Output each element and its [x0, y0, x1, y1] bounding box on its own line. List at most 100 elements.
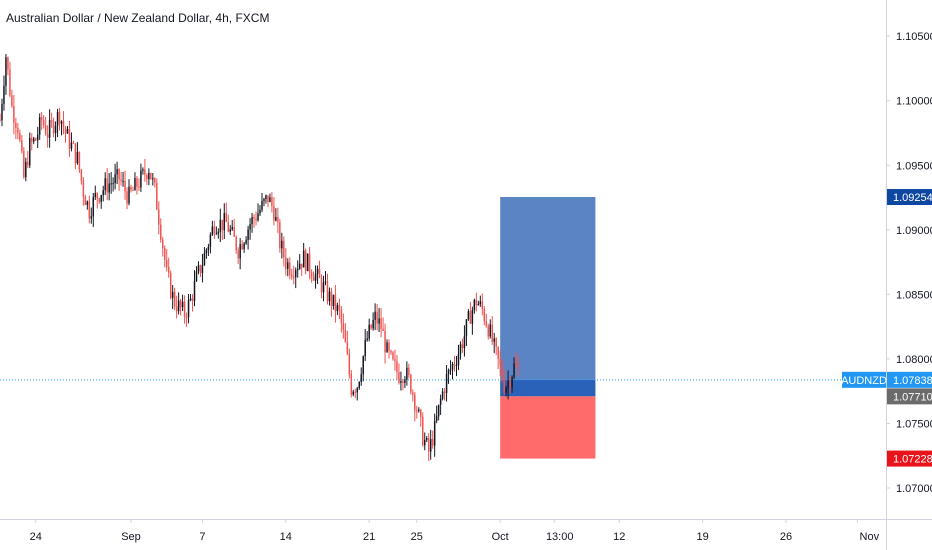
candle-body — [106, 178, 108, 193]
candle-body — [422, 417, 424, 446]
price-axis[interactable]: 1.10500 1.10000 1.09500 1.09000 1.08500 1.080… — [886, 0, 932, 550]
price-tick-label: 1.09000 — [896, 225, 932, 237]
candle-body — [108, 183, 110, 193]
candle-body — [358, 381, 360, 389]
candle-body — [425, 438, 428, 440]
price-label-badge — [887, 371, 932, 388]
candle-body — [90, 216, 93, 219]
symbol-label: AUDNZD — [841, 375, 887, 387]
candle-body — [431, 439, 434, 446]
candle-body — [281, 240, 283, 249]
candle-body — [25, 161, 27, 178]
candle-body — [191, 298, 194, 301]
entry-zone — [500, 379, 596, 397]
candle-body — [245, 239, 247, 244]
time-axis[interactable]: 24 Sep 7 14 21 25 Oct 13:00 12 19 26 Nov — [0, 519, 932, 543]
candle-body — [386, 342, 388, 353]
candle-body — [163, 248, 166, 261]
price-tick-label: 1.07500 — [896, 418, 932, 430]
price-label-value: 1.07228 — [893, 454, 932, 466]
candle-body — [445, 373, 448, 394]
candle-body — [463, 336, 466, 349]
candle-body — [5, 57, 7, 86]
candle-body — [499, 358, 501, 366]
candle-body — [267, 195, 269, 202]
candle-body — [249, 224, 251, 230]
candle-body — [336, 305, 339, 312]
candle-body — [96, 193, 99, 199]
candle-body — [199, 265, 202, 273]
candle-body — [58, 111, 61, 124]
candle-body — [32, 138, 35, 142]
candle-body — [408, 367, 410, 375]
candle-body — [501, 365, 503, 380]
candle-body — [412, 392, 414, 395]
candle-body — [471, 310, 474, 324]
candle-body — [507, 381, 509, 389]
candle-body — [211, 226, 214, 235]
candle-body — [481, 301, 484, 309]
candle-body — [116, 169, 118, 175]
candle-body — [66, 129, 69, 134]
candle-body — [467, 311, 470, 320]
candle-body — [511, 376, 513, 388]
candle-body — [324, 281, 327, 283]
candle-body — [253, 217, 255, 219]
candle-body — [162, 239, 164, 249]
candle-body — [394, 359, 396, 362]
candle-body — [0, 120, 1, 122]
candle-body — [207, 246, 210, 250]
time-tick-label: Oct — [492, 531, 509, 543]
candle-body — [382, 328, 384, 331]
candle-body — [120, 179, 122, 182]
candle-body — [167, 267, 170, 273]
candle-body — [289, 262, 291, 275]
candle-body — [122, 181, 124, 183]
candle-body — [410, 374, 412, 393]
candle-body — [11, 95, 13, 106]
time-tick-label: 7 — [199, 531, 205, 543]
candle-body — [124, 181, 126, 192]
candle-body — [100, 195, 102, 202]
candle-body — [7, 57, 9, 70]
candle-body — [36, 134, 39, 141]
candle-body — [261, 200, 263, 210]
candle-body — [338, 305, 341, 310]
candle-body — [273, 206, 275, 221]
candle-body — [34, 138, 37, 141]
candle-body — [469, 311, 472, 324]
candle-body — [68, 129, 71, 149]
candle-body — [418, 409, 420, 411]
candle-body — [517, 365, 519, 370]
candle-body — [455, 365, 458, 367]
candle-body — [94, 193, 97, 197]
candle-body — [88, 201, 91, 219]
candle-body — [354, 391, 357, 393]
candle-body — [215, 233, 218, 235]
candle-body — [316, 268, 319, 274]
candle-body — [427, 438, 430, 452]
candle-body — [21, 140, 23, 151]
candle-body — [46, 134, 49, 138]
candle-body — [374, 311, 376, 320]
candle-body — [388, 342, 390, 351]
time-tick-label: 26 — [780, 531, 792, 543]
chart-title: Australian Dollar / New Zealand Dollar, … — [6, 11, 270, 25]
plot-area[interactable] — [0, 54, 886, 461]
time-tick-label: Nov — [860, 531, 880, 543]
candle-body — [398, 371, 400, 383]
candle-body — [42, 120, 45, 126]
candle-body — [136, 178, 138, 187]
candle-body — [114, 174, 116, 184]
candle-body — [265, 195, 267, 199]
candle-body — [439, 398, 442, 405]
candle-body — [509, 381, 511, 388]
candle-body — [310, 272, 313, 278]
candle-body — [493, 338, 495, 342]
candle-body — [406, 367, 408, 380]
candle-body — [40, 117, 43, 121]
candle-body — [447, 370, 450, 374]
candle-body — [160, 224, 162, 240]
price-tick-label: 1.09500 — [896, 160, 932, 172]
